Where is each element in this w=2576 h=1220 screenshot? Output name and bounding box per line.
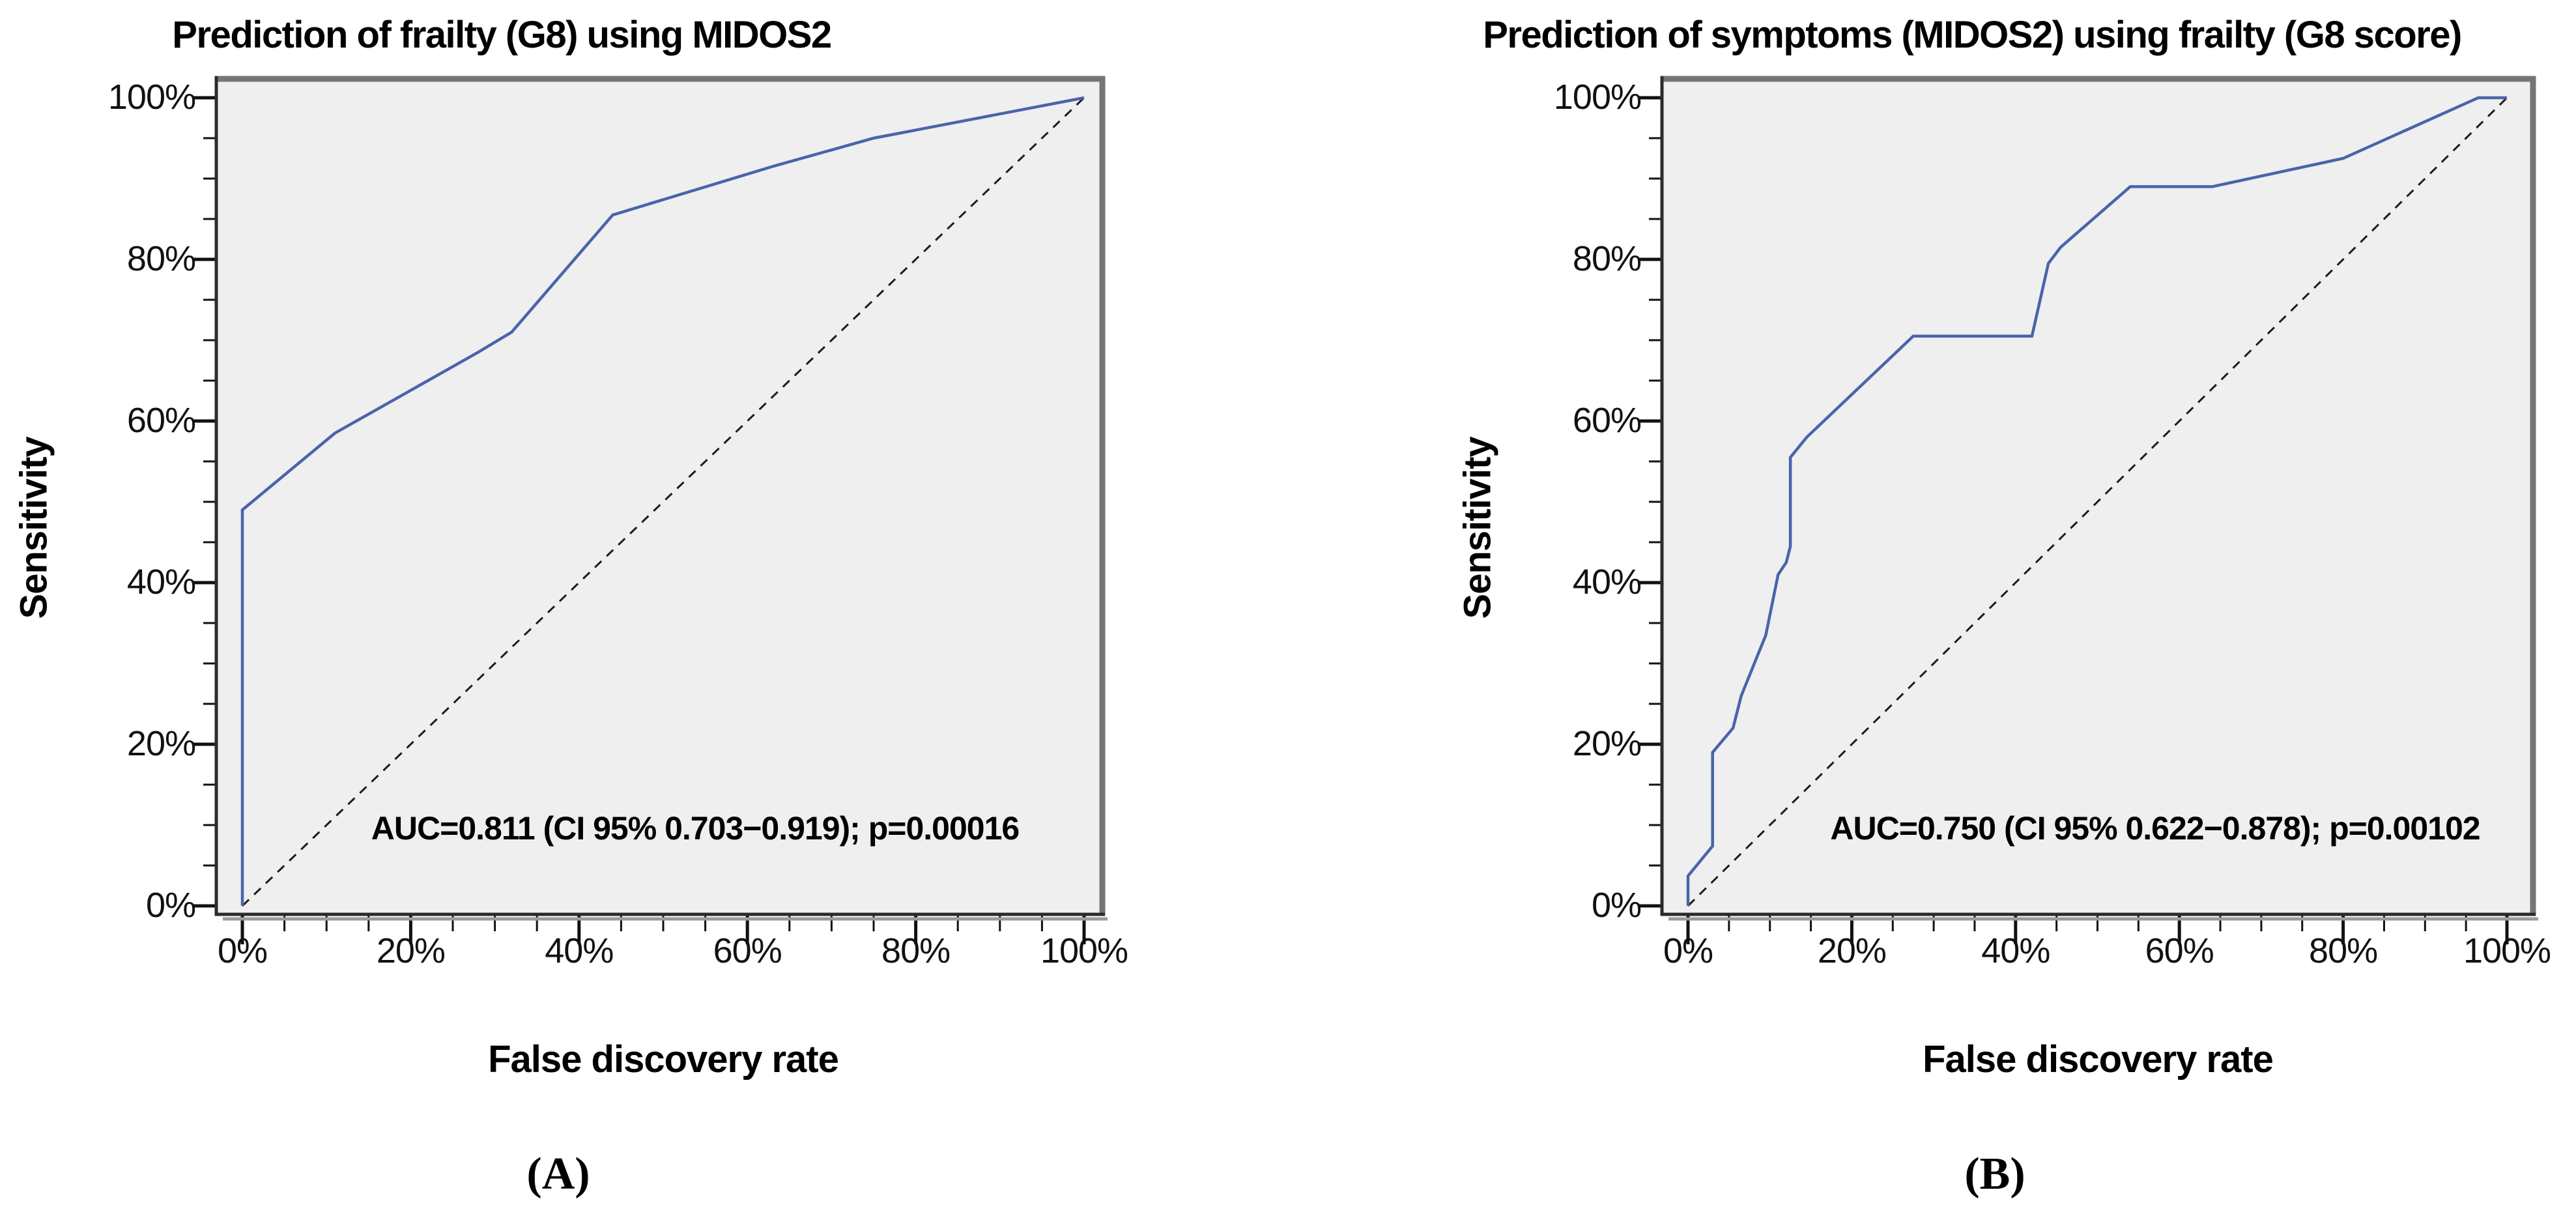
y-tick-label-B: 100% xyxy=(1553,78,1642,117)
y-tick-label-B: 0% xyxy=(1591,886,1642,925)
chart-b-caption: (B) xyxy=(1964,1149,2025,1199)
x-tick-label-A: 80% xyxy=(881,931,951,970)
y-tick-label-B: 40% xyxy=(1572,562,1642,602)
plot-area-B xyxy=(1662,79,2533,914)
chart-b-auc-annotation: AUC=0.750 (CI 95% 0.622−0.878); p=0.0010… xyxy=(1830,810,2480,847)
x-tick-label-B: 80% xyxy=(2309,931,2378,970)
y-tick-label-A: 100% xyxy=(107,78,196,117)
roc-curve-A xyxy=(240,96,1085,906)
chart-a-auc-annotation: AUC=0.811 (CI 95% 0.703−0.919); p=0.0001… xyxy=(371,810,1020,847)
y-tick-label-A: 20% xyxy=(126,724,196,763)
chart-a-caption: (A) xyxy=(526,1149,590,1199)
chart-b-title: Prediction of symptoms (MIDOS2) using fr… xyxy=(1483,14,2462,56)
y-tick-label-B: 20% xyxy=(1572,724,1642,763)
chart-b-xlabel: False discovery rate xyxy=(1923,1038,2274,1081)
x-tick-label-B: 0% xyxy=(1663,931,1713,970)
x-tick-label-A: 100% xyxy=(1040,931,1128,970)
y-tick-label-B: 60% xyxy=(1572,401,1642,440)
x-tick-label-B: 40% xyxy=(1981,931,2050,970)
reference-diagonal-B xyxy=(1687,96,2508,907)
roc-curve-B xyxy=(1686,96,2507,906)
x-tick-label-B: 20% xyxy=(1817,931,1887,970)
y-tick-label-B: 80% xyxy=(1572,239,1642,278)
x-tick-label-A: 0% xyxy=(217,931,268,970)
x-tick-label-A: 20% xyxy=(376,931,446,970)
y-tick-label-A: 80% xyxy=(126,239,196,278)
y-tick-label-A: 60% xyxy=(126,401,196,440)
chart-a-title: Prediction of frailty (G8) using MIDOS2 xyxy=(172,14,832,56)
plot-area-A xyxy=(216,79,1102,914)
x-tick-label-A: 60% xyxy=(713,931,782,970)
x-tick-label-B: 100% xyxy=(2463,931,2551,970)
y-tick-label-A: 40% xyxy=(126,562,196,602)
y-tick-label-A: 0% xyxy=(145,886,196,925)
x-tick-label-B: 60% xyxy=(2145,931,2214,970)
x-tick-label-A: 40% xyxy=(545,931,614,970)
chart-a-xlabel: False discovery rate xyxy=(488,1038,839,1081)
